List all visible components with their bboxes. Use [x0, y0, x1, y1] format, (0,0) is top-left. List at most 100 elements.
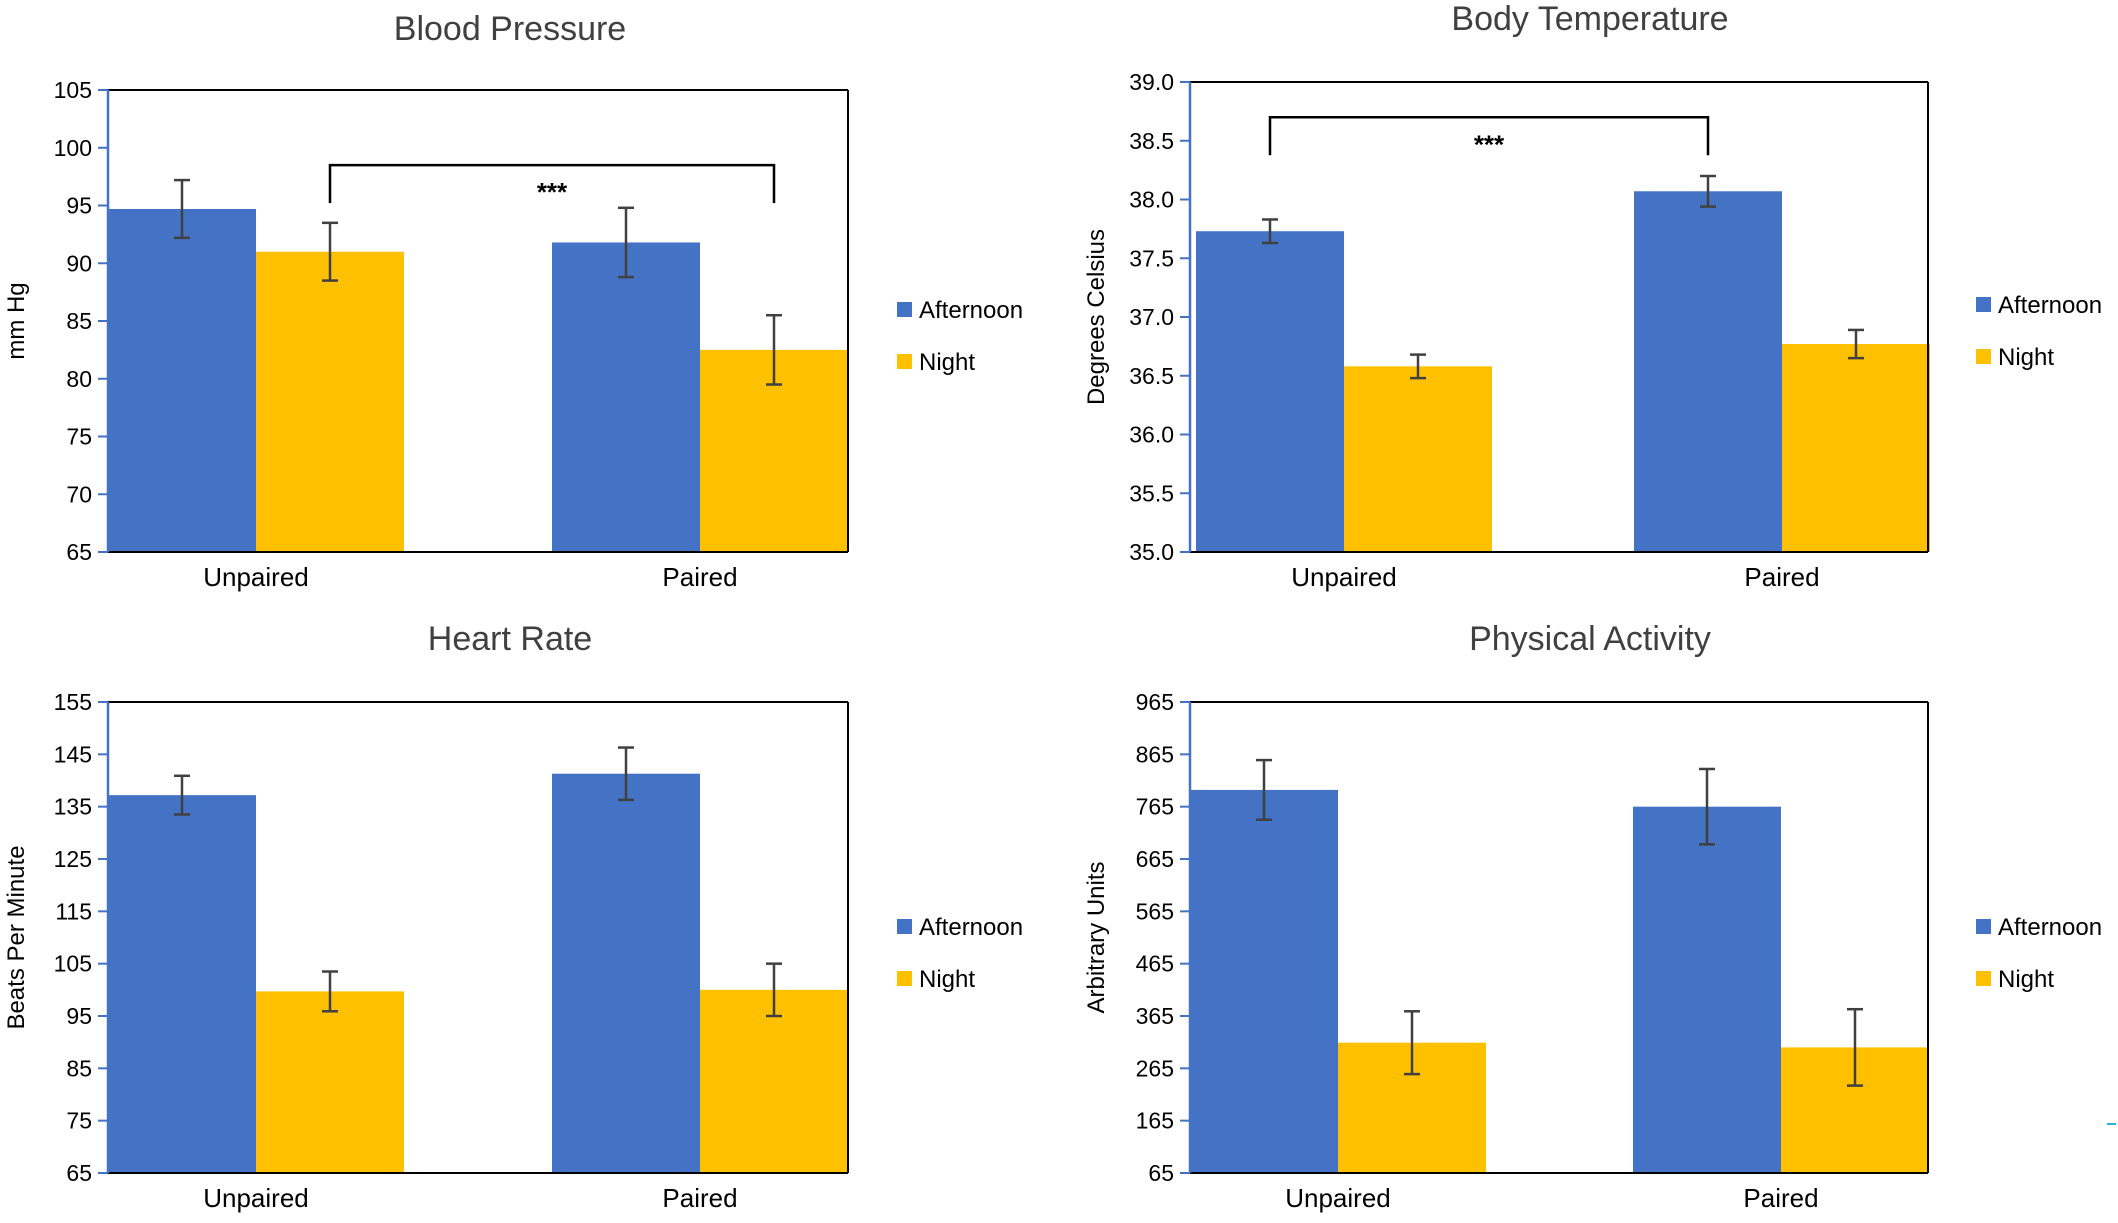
legend-label-afternoon: Afternoon [1998, 914, 2102, 941]
error-bar-afternoon-unpaired [174, 178, 190, 240]
y-tick-label: 115 [55, 898, 92, 924]
blood-pressure-chart: Blood Pressure mm Hg 65 70 75 80 85 90 95 100 105 U… [3, 10, 1023, 592]
error-bar-afternoon-paired [1700, 174, 1716, 208]
y-tick-label: 36.0 [1129, 422, 1174, 448]
bar-afternoon-unpaired [1196, 231, 1344, 552]
y-tick-label: 75 [66, 424, 92, 450]
chart-title: Physical Activity [1469, 620, 1711, 658]
legend-label-afternoon: Afternoon [919, 297, 1023, 324]
y-tick-label: 565 [1136, 898, 1174, 924]
legend-swatch-night [897, 971, 912, 986]
error-bar-afternoon-paired [618, 206, 634, 279]
category-label: Unpaired [1285, 1183, 1391, 1213]
y-tick-label: 265 [1136, 1055, 1174, 1081]
y-tick-label: 965 [1136, 689, 1174, 715]
y-tick-label: 70 [66, 481, 92, 507]
error-bar-night-paired [1847, 1007, 1863, 1087]
y-tick-label: 100 [54, 135, 92, 161]
bar-afternoon-paired [552, 773, 700, 1173]
y-tick-label: 135 [54, 794, 92, 820]
y-tick-label: 85 [66, 308, 92, 334]
significance-bracket [328, 163, 776, 204]
y-tick-label: 665 [1136, 846, 1174, 872]
legend-label-afternoon: Afternoon [919, 914, 1023, 941]
legend-swatch-night [1976, 349, 1991, 364]
chart-title: Blood Pressure [394, 10, 626, 48]
error-bar-night-paired [766, 313, 782, 386]
legend-swatch-afternoon [1976, 919, 1991, 934]
y-tick-label: 95 [66, 1003, 92, 1029]
category-label: Paired [662, 562, 737, 592]
error-bar-night-unpaired [1404, 1010, 1420, 1076]
significance-bracket-line [328, 163, 776, 204]
significance-label: *** [537, 177, 568, 207]
category-label: Unpaired [1291, 562, 1397, 592]
y-tick-label: 465 [1136, 951, 1174, 977]
y-tick-label: 80 [66, 366, 92, 392]
category-label: Unpaired [203, 1183, 309, 1213]
y-tick-label: 145 [54, 741, 92, 767]
error-bar-night-unpaired [322, 970, 338, 1013]
bar-afternoon-paired [1633, 806, 1781, 1173]
y-tick-label: 65 [1148, 1160, 1174, 1186]
significance-bracket [1268, 116, 1710, 156]
y-tick-label: 105 [54, 77, 92, 103]
legend-label-afternoon: Afternoon [1998, 292, 2102, 319]
bar-night-paired [700, 989, 848, 1173]
legend-swatch-night [897, 354, 912, 369]
y-tick-label: 85 [66, 1055, 92, 1081]
error-bar-afternoon-paired [618, 746, 634, 802]
error-bar-afternoon-unpaired [1262, 218, 1278, 245]
y-tick-label: 95 [66, 193, 92, 219]
error-bar-night-unpaired [1410, 353, 1426, 380]
y-axis-label: Beats Per Minute [3, 845, 30, 1029]
y-tick-label: 38.5 [1129, 128, 1174, 154]
y-tick-label: 125 [54, 846, 92, 872]
category-label: Unpaired [203, 562, 309, 592]
significance-bracket-line [1268, 116, 1710, 156]
legend-label-night: Night [919, 966, 975, 993]
chart-title: Heart Rate [428, 620, 592, 658]
y-tick-label: 38.0 [1129, 187, 1174, 213]
legend-swatch-night [1976, 971, 1991, 986]
physical-activity-chart: Physical Activity Arbitrary Units 65 165 265… [1083, 620, 2102, 1213]
legend-swatch-afternoon [897, 919, 912, 934]
category-label: Paired [1744, 562, 1819, 592]
heart-rate-chart: Heart Rate Beats Per Minute 65 75 85 95 105 115… [3, 620, 1023, 1213]
y-tick-label: 165 [1136, 1108, 1174, 1134]
error-bar-night-unpaired [322, 221, 338, 282]
y-tick-label: 365 [1136, 1003, 1174, 1029]
legend-label-night: Night [1998, 344, 2054, 371]
error-bar-night-paired [766, 962, 782, 1018]
chart-title: Body Temperature [1451, 0, 1728, 38]
y-tick-label: 39.0 [1129, 69, 1174, 95]
significance-label: *** [1474, 129, 1505, 159]
legend-label-night: Night [1998, 966, 2054, 993]
body-temperature-chart: Body Temperature Degrees Celsius 35.0 35.5 3… [1083, 0, 2102, 592]
bar-afternoon-unpaired [1190, 789, 1338, 1173]
bar-night-unpaired [256, 991, 404, 1173]
error-bar-afternoon-unpaired [174, 774, 190, 816]
y-tick-label: 35.0 [1129, 539, 1174, 565]
y-axis-label: mm Hg [3, 282, 30, 359]
y-axis-label: Degrees Celsius [1083, 229, 1110, 405]
bar-afternoon-unpaired [108, 208, 256, 552]
y-tick-label: 35.5 [1129, 480, 1174, 506]
y-tick-label: 36.5 [1129, 363, 1174, 389]
category-label: Paired [662, 1183, 737, 1213]
small-marker [2107, 1123, 2116, 1125]
error-bar-afternoon-paired [1699, 767, 1715, 846]
bar-afternoon-paired [1634, 191, 1782, 552]
y-tick-label: 765 [1136, 794, 1174, 820]
bar-afternoon-unpaired [108, 795, 256, 1173]
error-bar-night-paired [1848, 328, 1864, 360]
bar-afternoon-paired [552, 242, 700, 552]
legend-label-night: Night [919, 349, 975, 376]
bar-night-unpaired [256, 251, 404, 552]
y-tick-label: 155 [54, 689, 92, 715]
y-tick-label: 865 [1136, 741, 1174, 767]
error-bar-afternoon-unpaired [1256, 758, 1272, 821]
bar-night-unpaired [1344, 366, 1492, 552]
bar-night-paired [1782, 344, 1930, 552]
